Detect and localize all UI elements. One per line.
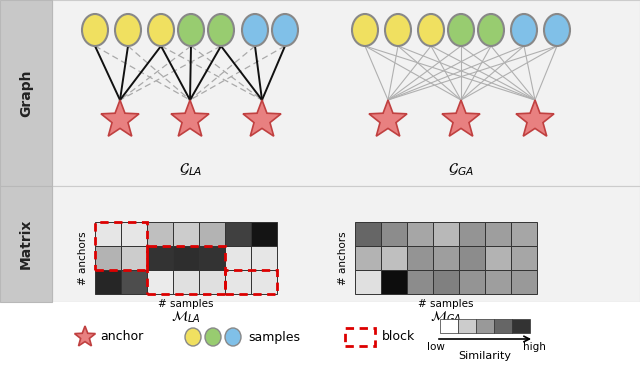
Bar — [95, 222, 147, 270]
Bar — [433, 270, 459, 294]
Ellipse shape — [478, 14, 504, 46]
Polygon shape — [369, 100, 407, 136]
Bar — [95, 222, 121, 246]
Bar — [251, 246, 277, 270]
Text: $\mathcal{G}_{GA}$: $\mathcal{G}_{GA}$ — [448, 162, 474, 178]
Bar — [485, 246, 511, 270]
Ellipse shape — [544, 14, 570, 46]
Ellipse shape — [511, 14, 537, 46]
Bar — [225, 270, 251, 294]
Text: # samples: # samples — [419, 299, 474, 309]
Bar — [355, 222, 381, 246]
Polygon shape — [243, 100, 281, 136]
Polygon shape — [171, 100, 209, 136]
Text: $\mathcal{M}_{LA}$: $\mathcal{M}_{LA}$ — [171, 310, 201, 326]
Text: $\mathcal{M}_{GA}$: $\mathcal{M}_{GA}$ — [430, 310, 462, 326]
Text: $\mathcal{G}_{LA}$: $\mathcal{G}_{LA}$ — [179, 162, 203, 178]
Bar — [147, 270, 173, 294]
Text: Similarity: Similarity — [458, 351, 511, 361]
Bar — [121, 222, 147, 246]
Bar — [0, 186, 52, 302]
Text: # anchors: # anchors — [338, 231, 348, 285]
Bar — [199, 246, 225, 270]
Text: low: low — [427, 342, 445, 352]
Ellipse shape — [385, 14, 411, 46]
Ellipse shape — [205, 328, 221, 346]
Bar — [407, 270, 433, 294]
Text: Graph: Graph — [19, 69, 33, 117]
Ellipse shape — [185, 328, 201, 346]
Bar — [459, 246, 485, 270]
Bar — [511, 222, 537, 246]
Ellipse shape — [352, 14, 378, 46]
Bar — [173, 222, 199, 246]
Text: anchor: anchor — [100, 330, 143, 343]
Bar — [173, 246, 199, 270]
Bar — [199, 270, 225, 294]
Bar — [95, 246, 121, 270]
Ellipse shape — [208, 14, 234, 46]
Bar — [95, 270, 121, 294]
Bar — [121, 270, 147, 294]
Text: Matrix: Matrix — [19, 219, 33, 269]
Bar — [381, 270, 407, 294]
Bar — [225, 222, 251, 246]
Bar — [381, 222, 407, 246]
Ellipse shape — [225, 328, 241, 346]
Polygon shape — [101, 100, 139, 136]
Bar — [52, 0, 640, 186]
Bar — [511, 270, 537, 294]
Ellipse shape — [148, 14, 174, 46]
Ellipse shape — [115, 14, 141, 46]
Polygon shape — [74, 326, 95, 346]
Bar — [511, 246, 537, 270]
Text: # samples: # samples — [158, 299, 214, 309]
Bar — [433, 222, 459, 246]
Bar — [494, 319, 512, 333]
Bar — [0, 0, 52, 186]
Ellipse shape — [448, 14, 474, 46]
Bar — [512, 319, 530, 333]
Text: # anchors: # anchors — [78, 231, 88, 285]
Bar — [147, 222, 173, 246]
Bar — [147, 246, 225, 294]
Bar — [199, 222, 225, 246]
Bar — [52, 186, 640, 302]
Bar — [407, 222, 433, 246]
Ellipse shape — [242, 14, 268, 46]
Bar — [355, 270, 381, 294]
Bar — [459, 270, 485, 294]
Bar — [345, 328, 375, 346]
Ellipse shape — [82, 14, 108, 46]
Bar — [0, 302, 640, 372]
Bar — [381, 246, 407, 270]
Text: high: high — [523, 342, 545, 352]
Bar — [121, 246, 147, 270]
Ellipse shape — [178, 14, 204, 46]
Bar — [251, 270, 277, 294]
Text: block: block — [382, 330, 415, 343]
Ellipse shape — [272, 14, 298, 46]
Polygon shape — [516, 100, 554, 136]
Bar — [355, 246, 381, 270]
Bar — [251, 222, 277, 246]
Bar — [485, 222, 511, 246]
Bar — [225, 270, 277, 294]
Bar — [433, 246, 459, 270]
Bar — [147, 246, 173, 270]
Bar — [440, 319, 458, 333]
Polygon shape — [442, 100, 480, 136]
Bar — [476, 319, 494, 333]
Ellipse shape — [418, 14, 444, 46]
Bar — [407, 246, 433, 270]
Bar — [225, 246, 251, 270]
Bar — [459, 222, 485, 246]
Bar — [485, 270, 511, 294]
Bar — [173, 270, 199, 294]
Bar — [458, 319, 476, 333]
Text: samples: samples — [248, 330, 300, 343]
